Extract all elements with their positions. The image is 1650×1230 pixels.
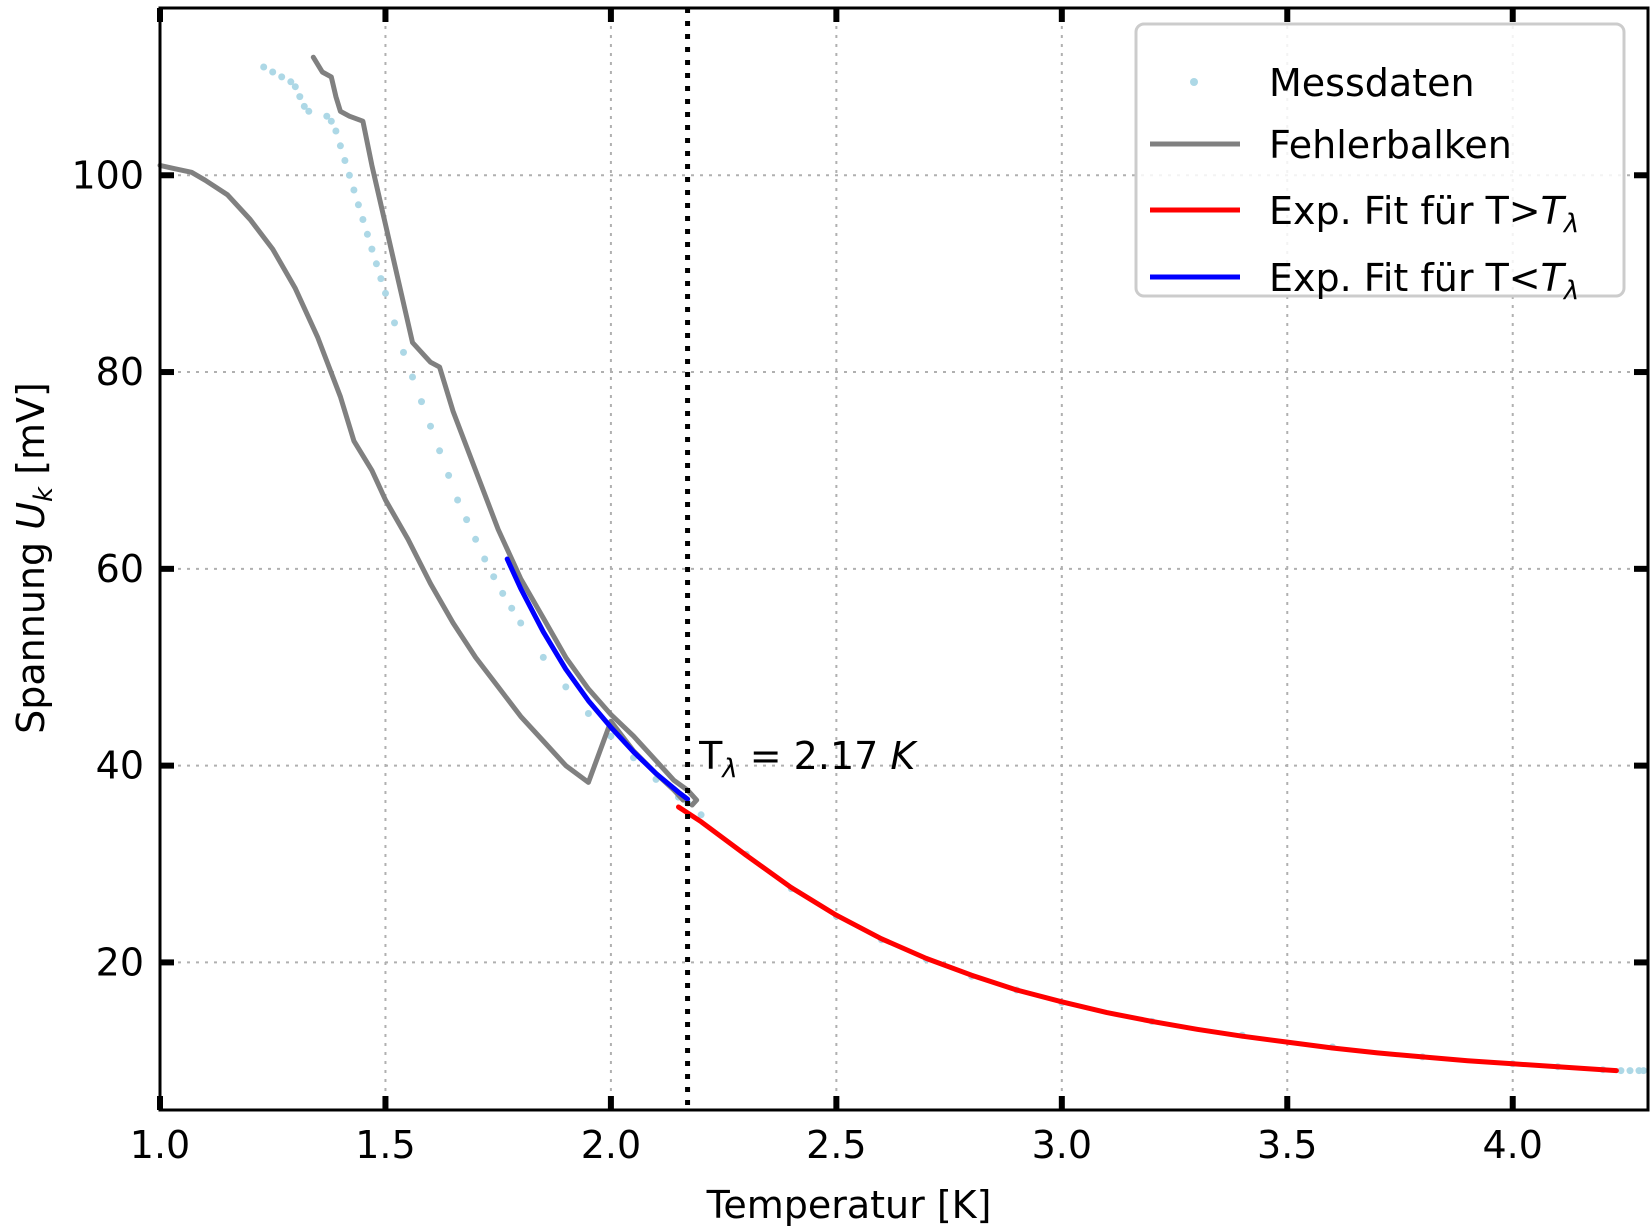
data-point	[490, 573, 498, 581]
grid	[159, 8, 1648, 1110]
data-point	[400, 348, 407, 356]
data-point	[368, 245, 376, 253]
y-axis-label-suffix: [mV]	[9, 382, 53, 487]
y-tick-label: 40	[96, 744, 144, 788]
legend-label-text: Fehlerbalken	[1269, 123, 1512, 167]
x-tick-label: 3.5	[1257, 1123, 1317, 1167]
x-tick-label: 1.5	[355, 1123, 415, 1167]
legend-label-sub: λ	[1562, 276, 1579, 306]
y-axis-label-prefix: Spannung	[9, 530, 53, 734]
legend-label: Messdaten	[1269, 61, 1475, 105]
legend-box	[1134, 22, 1626, 298]
legend-label: Exp. Fit für T<Tλ	[1269, 256, 1579, 306]
y-axis-label: Spannung Uk [mV]	[9, 382, 59, 734]
data-point	[607, 732, 615, 740]
data-point	[463, 516, 471, 524]
data-point	[481, 555, 489, 563]
series-line-fehler_upper	[310, 54, 700, 808]
legend-label-prefix: Exp. Fit für T<	[1269, 256, 1541, 300]
data-point	[517, 619, 525, 627]
legend-label-sub: λ	[1562, 209, 1579, 239]
series-line-fit_below	[504, 556, 691, 802]
data-point	[1626, 1067, 1634, 1075]
x-tick-label: 2.0	[581, 1123, 641, 1167]
series-line-fit_above	[676, 804, 1619, 1074]
data-point	[427, 422, 434, 430]
data-point	[409, 373, 416, 381]
data-point	[418, 398, 425, 406]
data-point	[359, 216, 367, 223]
data-point	[539, 653, 547, 661]
series-line-fehler_lower	[157, 162, 686, 803]
data-point	[454, 496, 462, 504]
y-axis-label-sub: k	[29, 486, 59, 502]
data-point	[300, 102, 308, 110]
data-point	[1640, 1067, 1647, 1075]
legend-label-var: T	[1541, 189, 1567, 233]
data-point	[436, 447, 444, 455]
x-tick-label: 4.0	[1483, 1123, 1543, 1167]
data-point	[345, 171, 353, 179]
annotation: Tλ = 2.17 K	[698, 734, 918, 784]
y-tick-label: 20	[96, 940, 144, 984]
data-point	[332, 127, 340, 135]
data-point	[363, 230, 371, 238]
plot-frame	[158, 6, 1650, 1112]
legend-label-prefix: Exp. Fit für T>	[1269, 189, 1541, 233]
annotation-sub: λ	[720, 754, 737, 784]
legend-marker-dot	[1190, 78, 1198, 86]
data-point	[336, 142, 344, 150]
y-axis-label-var: U	[9, 502, 53, 530]
data-point	[323, 112, 331, 120]
data-point	[296, 93, 304, 101]
data-point	[354, 201, 362, 209]
legend-label: Fehlerbalken	[1269, 123, 1512, 167]
data-point	[350, 186, 358, 194]
data-point	[278, 73, 286, 81]
data-point	[562, 683, 570, 691]
data-point	[305, 107, 313, 115]
data-point	[445, 471, 453, 479]
y-tick-label: 80	[96, 350, 144, 394]
data-point	[584, 710, 592, 717]
x-tick-label: 2.5	[806, 1123, 866, 1167]
data-point	[260, 63, 268, 71]
legend-label: Exp. Fit für T>Tλ	[1269, 189, 1579, 239]
plot-frame-rect	[158, 6, 1650, 1112]
x-axis-label: Temperatur [K]	[706, 1183, 992, 1227]
x-tick-label: 3.0	[1032, 1123, 1092, 1167]
annotation-middle: = 2.17	[738, 734, 891, 778]
y-tick-label: 100	[71, 153, 144, 197]
data-point	[372, 260, 380, 268]
data-point	[377, 275, 385, 283]
data-point	[499, 589, 507, 597]
legend-label-var: T	[1541, 256, 1567, 300]
data-point	[287, 78, 295, 86]
lambda-annotation: Tλ = 2.17 K	[698, 734, 918, 784]
data-point	[697, 811, 705, 819]
data-point	[269, 68, 277, 76]
annotation-prefix: T	[698, 734, 723, 778]
annotation-unit: K	[890, 734, 918, 778]
data-point	[1617, 1067, 1625, 1075]
series-layer	[157, 8, 1647, 1110]
legend-label-text: Messdaten	[1269, 61, 1475, 105]
data-point	[508, 604, 516, 612]
data-point	[382, 289, 389, 297]
data-point	[391, 319, 398, 327]
data-point	[291, 83, 299, 91]
x-tick-label: 1.0	[130, 1123, 190, 1167]
data-point	[472, 535, 480, 543]
ticks: 1.0 1.5 2.0 2.5 3.0 3.5 4.0 20 40 60 80 100 Temperat…	[9, 8, 1648, 1227]
y-tick-label: 60	[96, 547, 144, 591]
data-point	[341, 157, 349, 164]
data-point	[327, 117, 335, 125]
